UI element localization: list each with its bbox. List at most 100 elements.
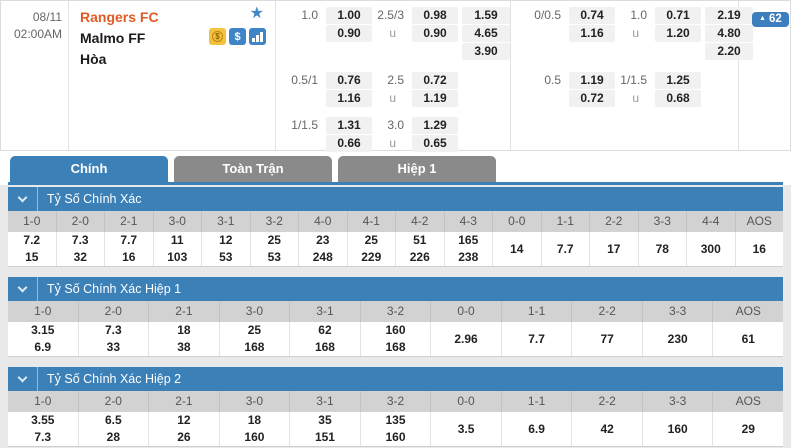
odds-value-cell[interactable]: 0.72: [412, 71, 458, 89]
odds-value-cell[interactable]: 1.20: [655, 24, 701, 42]
score-odds-value[interactable]: 3.55: [31, 413, 55, 427]
score-odds-value[interactable]: 25: [364, 233, 378, 247]
score-odds-value[interactable]: 25: [267, 233, 281, 247]
tab-toan-tran[interactable]: Toàn Trận: [174, 156, 332, 182]
collapse-toggle[interactable]: [8, 367, 38, 391]
score-odds-value[interactable]: 7.3: [34, 430, 52, 444]
score-odds-value[interactable]: 25: [247, 323, 262, 337]
score-odds-value[interactable]: 7.3: [71, 233, 89, 247]
score-odds-value[interactable]: 16: [122, 250, 136, 264]
score-odds-value[interactable]: 12: [177, 413, 191, 427]
score-odds-value[interactable]: 33: [106, 340, 120, 354]
score-odds-value[interactable]: 238: [458, 250, 479, 264]
score-odds-value[interactable]: 160: [385, 430, 406, 444]
score-odds-value[interactable]: 3.5: [457, 421, 475, 436]
score-odds-value[interactable]: 78: [655, 241, 669, 256]
score-odds-value[interactable]: 62: [318, 323, 332, 337]
score-odds-value[interactable]: 7.7: [120, 233, 138, 247]
score-odds-value[interactable]: 12: [219, 233, 233, 247]
odds-value-cell[interactable]: 0.65: [412, 134, 458, 152]
score-odds-value[interactable]: 15: [25, 250, 39, 264]
collapse-toggle[interactable]: [8, 277, 38, 301]
stats-chart-icon[interactable]: [249, 28, 266, 45]
odds-value-cell[interactable]: 1.29: [412, 116, 458, 134]
odds-value-cell[interactable]: 2.19: [705, 6, 753, 24]
odds-value-cell[interactable]: 0.76: [326, 71, 372, 89]
score-odds-value[interactable]: 160: [385, 323, 406, 337]
score-odds-value[interactable]: 61: [741, 331, 755, 346]
favorite-star-icon[interactable]: ★: [249, 5, 264, 22]
odds-value-cell[interactable]: 0.68: [655, 89, 701, 107]
score-odds-value[interactable]: 300: [700, 241, 721, 256]
odds-value-cell[interactable]: 0.74: [569, 6, 615, 24]
odds-value-cell[interactable]: 1.16: [326, 89, 372, 107]
section-correct-score-half2-header[interactable]: Tỷ Số Chính Xác Hiệp 2: [8, 367, 783, 391]
odds-value-cell[interactable]: 1.31: [326, 116, 372, 134]
score-odds-value[interactable]: 35: [318, 413, 332, 427]
score-odds-value[interactable]: 29: [741, 421, 755, 436]
score-odds-value[interactable]: 18: [177, 323, 191, 337]
score-odds-value[interactable]: 32: [73, 250, 87, 264]
coin-icon[interactable]: $: [209, 28, 226, 45]
score-odds-value[interactable]: 165: [458, 233, 479, 247]
score-odds-value[interactable]: 7.3: [104, 323, 122, 337]
score-odds-value[interactable]: 53: [267, 250, 281, 264]
more-bets-badge[interactable]: ▲ 62: [752, 12, 789, 27]
score-odds-value[interactable]: 14: [510, 241, 524, 256]
score-odds-value[interactable]: 160: [667, 421, 688, 436]
score-odds-value[interactable]: 168: [244, 340, 265, 354]
odds-value-cell[interactable]: 1.16: [569, 24, 615, 42]
score-odds-value[interactable]: 77: [600, 331, 614, 346]
score-odds-value[interactable]: 11: [170, 233, 184, 247]
odds-value-cell[interactable]: 1.00: [326, 6, 372, 24]
odds-value-cell[interactable]: 0.90: [326, 24, 372, 42]
score-odds-value[interactable]: 26: [177, 430, 191, 444]
score-odds-value[interactable]: 7.7: [528, 331, 545, 346]
score-odds-value[interactable]: 7.7: [556, 241, 574, 256]
score-odds-value[interactable]: 53: [219, 250, 233, 264]
section-correct-score-half1-header[interactable]: Tỷ Số Chính Xác Hiệp 1: [8, 277, 783, 301]
score-odds-value[interactable]: 6.9: [528, 421, 545, 436]
tab-chinh[interactable]: Chính: [10, 156, 168, 182]
score-odds-value[interactable]: 6.5: [104, 413, 122, 427]
score-odds-value[interactable]: 135: [385, 413, 406, 427]
score-odds-value[interactable]: 28: [106, 430, 120, 444]
odds-value-cell[interactable]: 1.59: [462, 6, 510, 24]
odds-value-cell[interactable]: 0.90: [412, 24, 458, 42]
score-odds-value[interactable]: 230: [667, 331, 688, 346]
dollar-icon[interactable]: $: [229, 28, 246, 45]
score-odds-value[interactable]: 248: [312, 250, 333, 264]
score-odds-value[interactable]: 226: [409, 250, 430, 264]
score-odds-value[interactable]: 17: [607, 241, 621, 256]
odds-value-cell[interactable]: 1.19: [569, 71, 615, 89]
section-correct-score-header[interactable]: Tỷ Số Chính Xác: [8, 187, 783, 211]
odds-value-cell[interactable]: 2.20: [705, 42, 753, 60]
odds-value-cell[interactable]: 0.71: [655, 6, 701, 24]
score-odds-value[interactable]: 2.96: [454, 331, 478, 346]
score-odds-value[interactable]: 38: [177, 340, 191, 354]
score-odds-value[interactable]: 18: [247, 413, 262, 427]
odds-value-cell[interactable]: 4.80: [705, 24, 753, 42]
score-odds-value[interactable]: 151: [314, 430, 335, 444]
score-odds-value[interactable]: 42: [600, 421, 614, 436]
score-odds-value[interactable]: 3.15: [31, 323, 55, 337]
score-odds-value[interactable]: 103: [167, 250, 188, 264]
home-team-name[interactable]: Rangers FC: [80, 9, 159, 25]
odds-value-cell[interactable]: 0.72: [569, 89, 615, 107]
odds-value-cell[interactable]: 1.19: [412, 89, 458, 107]
score-odds-value[interactable]: 7.2: [23, 233, 41, 247]
odds-value-cell[interactable]: 0.98: [412, 6, 458, 24]
odds-value-cell[interactable]: 3.90: [462, 42, 510, 60]
odds-value-cell[interactable]: 4.65: [462, 24, 510, 42]
score-odds-value[interactable]: 51: [413, 233, 427, 247]
score-odds-value[interactable]: 16: [752, 241, 766, 256]
tab-hiep-1[interactable]: Hiệp 1: [338, 156, 496, 182]
score-odds-value[interactable]: 6.9: [34, 340, 52, 354]
odds-value-cell[interactable]: 0.66: [326, 134, 372, 152]
score-odds-value[interactable]: 160: [244, 430, 265, 444]
score-odds-value[interactable]: 23: [316, 233, 330, 247]
score-odds-value[interactable]: 168: [385, 340, 406, 354]
collapse-toggle[interactable]: [8, 187, 38, 211]
odds-value-cell[interactable]: 1.25: [655, 71, 701, 89]
score-odds-value[interactable]: 229: [361, 250, 382, 264]
